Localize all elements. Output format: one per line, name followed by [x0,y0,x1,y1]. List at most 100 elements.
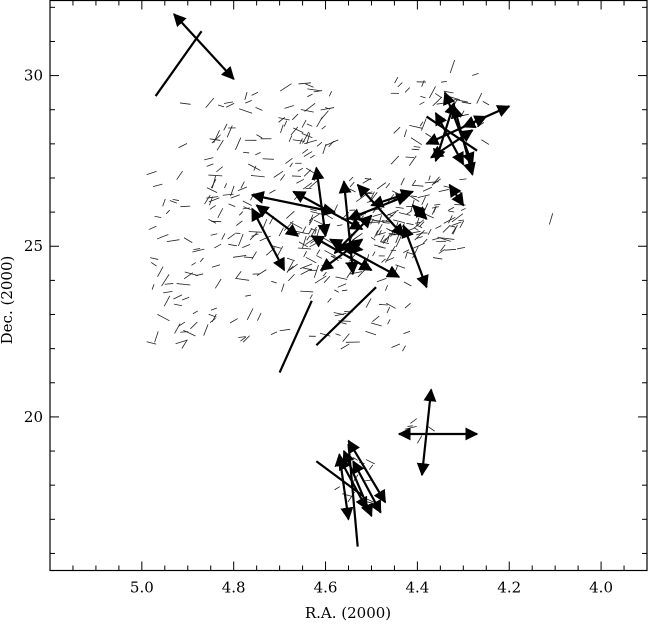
polarization-vector [381,258,386,263]
polarization-vector [208,218,217,224]
polarization-vector [163,295,171,307]
vector-line [425,115,478,152]
polarization-vector [309,294,313,300]
polarization-vector [279,328,291,332]
polarization-vector [156,234,169,240]
x-tick-label: 4.4 [405,579,429,597]
polarization-vector [417,194,430,199]
polarization-vector [335,333,341,336]
polarization-vector [210,233,218,236]
polarization-vector [251,251,257,260]
polarization-vector [154,215,162,218]
polarization-vector [337,283,347,288]
polarization-vector [278,227,284,237]
polarization-vector [183,272,193,280]
polarization-vector [304,139,317,145]
polarization-vector [195,273,204,277]
polarization-vector [342,493,352,497]
polarization-vector [300,268,312,275]
polarization-vector [384,285,388,291]
polarization-vector [209,196,213,206]
polarization-vector [174,323,181,334]
polarization-vector [422,186,433,192]
polarization-vector [213,130,220,144]
polarization-vector [146,341,157,345]
polarization-vector [320,107,335,111]
polarization-vector [150,262,157,267]
axis-tick-labels: 5.0 4.8 4.6 4.4 4.2 4.0 20 25 30 [24,67,613,597]
polarization-vector [420,95,426,99]
polarization-vector [302,148,309,154]
polarization-vector [395,236,402,248]
polarization-vector [432,237,442,241]
polarization-vector [421,118,427,131]
polarization-vector [286,257,295,262]
polarization-vector [416,224,423,229]
polarization-vector [251,91,259,96]
polarization-vector [472,73,479,76]
polarization-vector [242,200,252,206]
x-tick-label: 4.0 [589,579,613,597]
polarization-vector [316,227,321,238]
polarization-vector [256,269,267,276]
polarization-vector [306,235,311,241]
polarization-vector [305,83,314,88]
polarization-vector [162,198,166,207]
polarization-vector [372,315,380,323]
polarization-vector [176,170,183,180]
polarization-vector [433,178,441,185]
polarization-vector [408,155,417,167]
polarization-vector [413,227,419,231]
polarization-vector [448,210,455,213]
polarization-vector [411,148,420,151]
polarization-vector [368,464,374,470]
polarization-vector [410,418,418,424]
polarization-vector [253,165,257,171]
polarization-vector [390,155,400,165]
polarization-vector [352,457,358,461]
polarization-vector [248,163,261,171]
polarization-vector [391,343,401,348]
polarization-vector [334,313,347,317]
polarization-vector [314,275,327,284]
polarization-vector [270,331,278,335]
polarization-vector [199,257,204,263]
polarization-vector [240,336,247,342]
x-tick-label: 4.6 [314,579,338,597]
polarization-vector [262,218,268,230]
polarization-vector [299,138,303,145]
polarization-vector [269,189,276,194]
polarization-vector [214,278,222,289]
polarization-vector [378,215,382,225]
polarization-vector [303,169,312,177]
polarization-vector [349,188,356,193]
polarization-vector [319,332,331,337]
polarization-vector [335,276,348,280]
polarization-vector [180,205,191,208]
polarization-vector [455,189,462,194]
polarization-vector [246,308,254,321]
polarization-vector [176,283,191,286]
polarization-vector [449,225,456,228]
polarization-vector [178,143,188,149]
polarization-vector [451,213,464,223]
polarization-vector [244,256,254,259]
polarization-vector [441,237,455,240]
polarization-vector [211,264,221,268]
polarization-vector [341,289,348,292]
polarization-vector [228,203,236,208]
polarization-vector [280,174,286,181]
polarization-vector [448,215,453,224]
polarization-vector [183,237,193,243]
double-arrow [370,189,415,208]
polarization-vector [208,174,223,177]
polarization-vector [404,425,417,430]
polarization-vector [310,211,323,215]
polarization-vector [404,87,411,93]
polarization-vector [303,151,313,157]
polarization-vector [309,240,321,248]
polarization-vector [334,289,339,293]
polarization-vector [287,273,295,282]
polarization-vector [256,134,263,139]
